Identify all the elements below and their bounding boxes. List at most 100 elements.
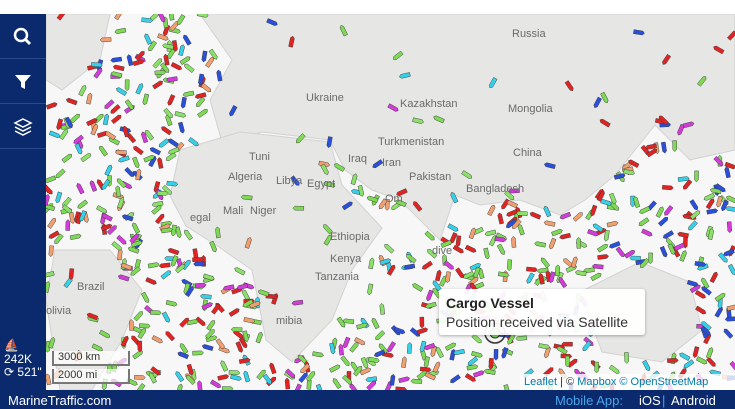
vessel-marker[interactable] (115, 87, 128, 96)
vessel-marker[interactable] (416, 370, 428, 380)
vessel-marker[interactable] (238, 357, 251, 364)
vessel-marker[interactable] (576, 237, 582, 249)
vessel-marker[interactable] (228, 105, 238, 117)
vessel-marker[interactable] (129, 233, 140, 244)
vessel-marker[interactable] (534, 241, 547, 248)
vessel-marker[interactable] (180, 96, 187, 109)
vessel-marker[interactable] (98, 145, 108, 157)
vessel-marker[interactable] (379, 303, 386, 315)
vessel-marker[interactable] (707, 228, 715, 240)
vessel-marker[interactable] (256, 369, 267, 380)
vessel-marker[interactable] (705, 347, 714, 359)
vessel-marker[interactable] (144, 129, 155, 141)
vessel-marker[interactable] (232, 329, 244, 340)
vessel-marker[interactable] (315, 383, 324, 390)
vessel-marker[interactable] (725, 206, 735, 212)
vessel-marker[interactable] (157, 14, 166, 23)
vessel-marker[interactable] (683, 359, 695, 370)
vessel-marker[interactable] (548, 271, 556, 284)
vessel-marker[interactable] (74, 143, 83, 155)
vessel-marker[interactable] (435, 346, 444, 359)
vessel-marker[interactable] (152, 80, 163, 90)
vessel-marker[interactable] (726, 221, 732, 234)
vessel-marker[interactable] (293, 383, 302, 390)
vessel-marker[interactable] (170, 62, 183, 71)
vessel-marker[interactable] (396, 188, 408, 197)
vessel-marker[interactable] (201, 344, 214, 351)
vessel-marker[interactable] (329, 364, 341, 373)
vessel-marker[interactable] (543, 220, 556, 227)
vessel-marker[interactable] (444, 342, 457, 351)
vessel-marker[interactable] (236, 283, 249, 291)
vessel-marker[interactable] (127, 246, 140, 254)
vessel-marker[interactable] (170, 224, 177, 237)
vessel-marker[interactable] (714, 292, 726, 302)
vessel-marker[interactable] (488, 357, 494, 370)
vessel-marker[interactable] (292, 205, 305, 211)
vessel-marker[interactable] (46, 373, 52, 386)
vessel-marker[interactable] (501, 347, 509, 359)
vessel-marker[interactable] (194, 282, 207, 288)
vessel-marker[interactable] (472, 370, 485, 378)
vessel-marker[interactable] (158, 138, 170, 149)
vessel-marker[interactable] (228, 307, 240, 317)
vessel-marker[interactable] (661, 53, 672, 65)
vessel-marker[interactable] (168, 146, 180, 155)
vessel-marker[interactable] (608, 364, 620, 375)
vessel-marker[interactable] (449, 374, 461, 384)
vessel-marker[interactable] (556, 345, 568, 355)
vessel-marker[interactable] (63, 277, 74, 289)
vessel-marker[interactable] (694, 261, 707, 267)
vessel-marker[interactable] (450, 191, 459, 204)
vessel-marker[interactable] (186, 363, 194, 376)
vessel-marker[interactable] (242, 298, 254, 308)
vessel-marker[interactable] (504, 190, 515, 201)
vessel-marker[interactable] (175, 263, 186, 274)
vessel-marker[interactable] (159, 62, 170, 74)
vessel-marker[interactable] (483, 247, 490, 260)
vessel-marker[interactable] (217, 374, 230, 381)
vessel-marker[interactable] (196, 14, 209, 18)
vessel-marker[interactable] (117, 197, 125, 209)
vessel-marker[interactable] (266, 18, 279, 27)
vessel-marker[interactable] (727, 263, 735, 276)
vessel-marker[interactable] (646, 148, 658, 158)
vessel-marker[interactable] (91, 343, 104, 352)
vessel-marker[interactable] (447, 223, 460, 233)
vessel-marker[interactable] (112, 64, 125, 72)
vessel-marker[interactable] (373, 349, 386, 358)
vessel-marker[interactable] (156, 190, 169, 196)
vessel-marker[interactable] (157, 157, 164, 169)
vessel-marker[interactable] (371, 317, 380, 330)
vessel-marker[interactable] (623, 169, 636, 176)
vessel-marker[interactable] (124, 79, 130, 92)
vessel-marker[interactable] (517, 223, 525, 236)
osm-link[interactable]: © OpenStreetMap (619, 376, 709, 388)
leaflet-link[interactable]: Leaflet (524, 376, 558, 388)
vessel-marker[interactable] (80, 152, 92, 163)
vessel-marker[interactable] (597, 243, 608, 253)
vessel-marker[interactable] (101, 213, 113, 222)
vessel-marker[interactable] (659, 245, 668, 258)
vessel-marker[interactable] (117, 274, 130, 282)
vessel-marker[interactable] (424, 230, 436, 241)
vessel-marker[interactable] (421, 260, 433, 270)
vessel-marker[interactable] (342, 318, 355, 324)
vessel-marker[interactable] (724, 316, 735, 322)
vessel-marker[interactable] (284, 377, 291, 390)
vessel-marker[interactable] (426, 289, 434, 302)
vessel-marker[interactable] (202, 273, 215, 281)
android-link[interactable]: Android (671, 393, 716, 408)
vessel-marker[interactable] (185, 374, 196, 386)
vessel-marker[interactable] (445, 271, 451, 284)
vessel-marker[interactable] (269, 362, 277, 375)
vessel-marker[interactable] (425, 301, 437, 309)
vessel-marker[interactable] (122, 125, 130, 138)
vessel-marker[interactable] (228, 370, 241, 376)
filter-button[interactable] (0, 59, 46, 104)
vessel-marker[interactable] (342, 336, 351, 349)
vessel-marker[interactable] (91, 62, 103, 68)
vessel-marker[interactable] (120, 263, 133, 271)
vessel-marker[interactable] (729, 361, 735, 372)
vessel-marker[interactable] (124, 166, 136, 178)
